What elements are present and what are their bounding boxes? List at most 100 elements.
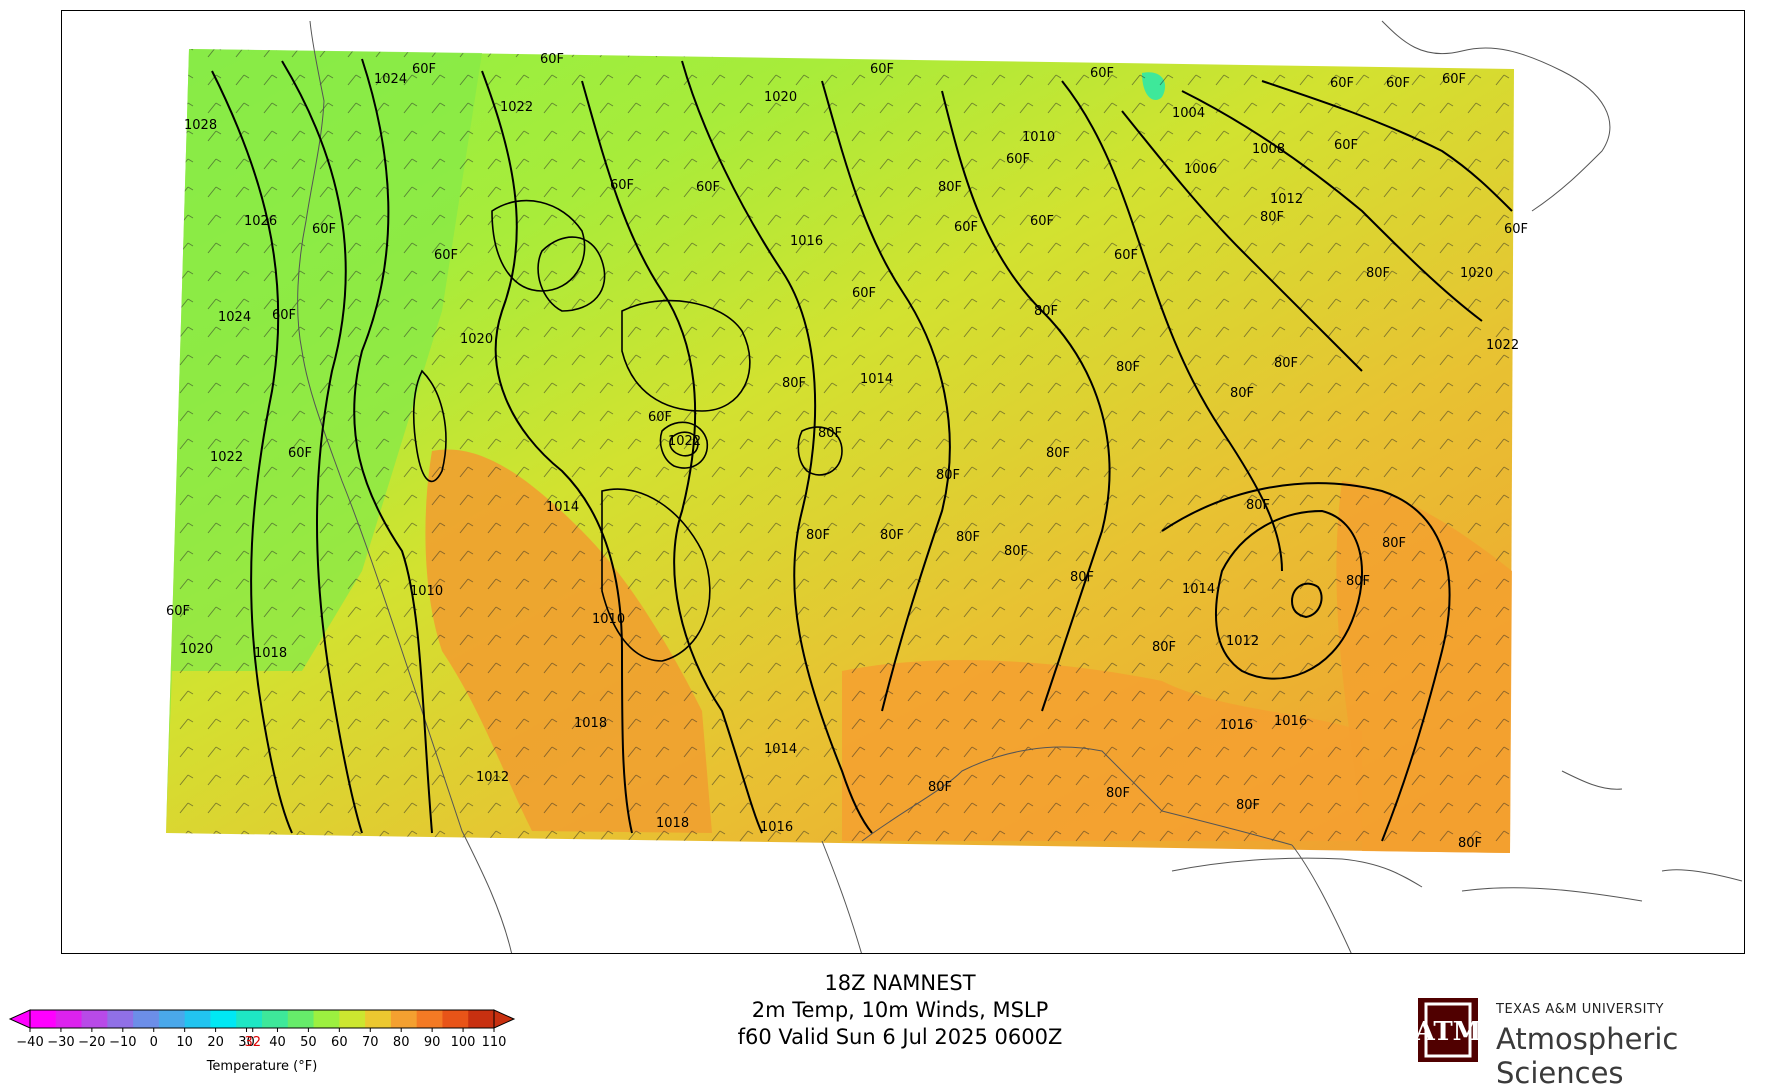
isobar-label: 1020: [764, 90, 797, 105]
temp-label: 80F: [1382, 536, 1406, 551]
temp-label: 60F: [852, 286, 876, 301]
isobar-label: 1016: [760, 820, 793, 835]
isobars: [211, 58, 1513, 842]
isobar-label: 1012: [476, 770, 509, 785]
temp-label: 80F: [1346, 574, 1370, 589]
isobar-label: 1006: [1184, 162, 1217, 177]
wind-barbs: [166, 49, 1514, 853]
temp-label: 60F: [870, 62, 894, 77]
temp-label: 60F: [312, 222, 336, 237]
isobar-label: 1014: [764, 742, 797, 757]
isobar-label: 1022: [500, 100, 533, 115]
logo-mark-text: ATM: [1418, 1017, 1478, 1047]
isobar-label: 1010: [1022, 130, 1055, 145]
colorbar-swatch: [365, 1010, 392, 1028]
product-name: 2m Temp, 10m Winds, MSLP: [751, 998, 1049, 1022]
temp-label: 60F: [288, 446, 312, 461]
colorbar-swatch: [55, 1010, 83, 1028]
temp-label: 80F: [1236, 798, 1260, 813]
model-name: 18Z NAMNEST: [824, 971, 976, 995]
colorbar-swatch: [158, 1010, 186, 1028]
temp-label: 60F: [540, 52, 564, 67]
map-labels: 1028 1026 1024 1022 1020 1018 1016 1014 …: [166, 52, 1528, 851]
isobar-label: 1020: [460, 332, 493, 347]
colorbar-tick-label: 50: [300, 1035, 317, 1050]
coastline: [297, 20, 1352, 953]
department-name: Atmospheric Sciences: [1496, 1022, 1679, 1090]
atm-logo-mark: ATM: [1414, 998, 1481, 1062]
temp-label: 60F: [1330, 76, 1354, 91]
temp-label: 80F: [782, 376, 806, 391]
weather-map: 1028 1026 1024 1022 1020 1018 1016 1014 …: [166, 20, 1743, 953]
colorbar-tick-label: 110: [482, 1035, 507, 1050]
temp-label: 80F: [1458, 836, 1482, 851]
temp-label: 80F: [1230, 386, 1254, 401]
colorbar-tick-label: 20: [207, 1035, 224, 1050]
temp-label: 80F: [938, 180, 962, 195]
colorbar-swatch: [416, 1010, 443, 1028]
colorbar-tick-label: −10: [109, 1035, 136, 1050]
isobar-label: 1028: [184, 118, 217, 133]
colorbar-swatch: [390, 1010, 418, 1028]
temp-label: 60F: [1030, 214, 1054, 229]
temp-label: 60F: [954, 220, 978, 235]
isobar-label: 1014: [1182, 582, 1215, 597]
map-panel: 1028 1026 1024 1022 1020 1018 1016 1014 …: [61, 10, 1745, 954]
isobar-label: 1008: [1252, 142, 1285, 157]
temp-label: 80F: [1034, 304, 1058, 319]
temp-label: 60F: [434, 248, 458, 263]
university-name: TEXAS A&M UNIVERSITY: [1496, 1002, 1664, 1017]
temp-label: 60F: [1090, 66, 1114, 81]
isobar-label: 1014: [860, 372, 893, 387]
isobar-label: 1016: [790, 234, 823, 249]
isobar-label: 1010: [410, 584, 443, 599]
temp-label: 60F: [412, 62, 436, 77]
isobar-label: 1016: [1274, 714, 1307, 729]
colorbar-swatch: [287, 1010, 315, 1028]
temp-label: 80F: [1260, 210, 1284, 225]
temp-label: 60F: [1006, 152, 1030, 167]
colorbar-tick-label: 70: [362, 1035, 379, 1050]
colorbar-tick-label: 90: [424, 1035, 441, 1050]
colorbar-tick-label: 30: [238, 1035, 255, 1050]
temp-label: 80F: [936, 468, 960, 483]
colorbar-tick-label: 40: [269, 1035, 286, 1050]
temp-label: 80F: [1152, 640, 1176, 655]
temp-label: 60F: [166, 604, 190, 619]
temp-label: 60F: [1386, 76, 1410, 91]
colorbar-swatch: [133, 1010, 160, 1028]
colorbar-tick-label: −20: [78, 1035, 105, 1050]
isobar-label: 1012: [1270, 192, 1303, 207]
temp-label: 60F: [648, 410, 672, 425]
temp-label: 80F: [818, 426, 842, 441]
temp-label: 60F: [1114, 248, 1138, 263]
isobar-label: 1020: [180, 642, 213, 657]
temp-label: 80F: [956, 530, 980, 545]
colorbar-swatch: [442, 1010, 469, 1028]
isobar-label: 1018: [656, 816, 689, 831]
colorbar-swatch: [184, 1010, 211, 1028]
isobar-label: 1024: [218, 310, 251, 325]
northeast-coast: [1381, 20, 1611, 212]
temp-label: 80F: [806, 528, 830, 543]
isobar-label: 1018: [254, 646, 287, 661]
temp-label: 60F: [1442, 72, 1466, 87]
colorbar-swatch: [81, 1010, 108, 1028]
isobar-label: 1004: [1172, 106, 1205, 121]
isobar-label: 1022: [210, 450, 243, 465]
isobar-label: 1010: [592, 612, 625, 627]
colorbar-tick-label: 60: [331, 1035, 348, 1050]
isobar-label: 1026: [244, 214, 277, 229]
isobar-label: 1016: [1220, 718, 1253, 733]
colorbar-swatch: [236, 1010, 263, 1028]
temp-label: 60F: [610, 178, 634, 193]
valid-time: f60 Valid Sun 6 Jul 2025 0600Z: [737, 1025, 1063, 1049]
isobar-label: 1018: [574, 716, 607, 731]
temp-label: 80F: [1366, 266, 1390, 281]
tamu-logo: ATM TEXAS A&M UNIVERSITY Atmospheric Sci…: [1414, 998, 1790, 1090]
isobar-label: 1022: [668, 434, 701, 449]
colorbar-swatch: [339, 1010, 366, 1028]
caribbean-coast: [1171, 770, 1743, 902]
temp-label: 60F: [696, 180, 720, 195]
